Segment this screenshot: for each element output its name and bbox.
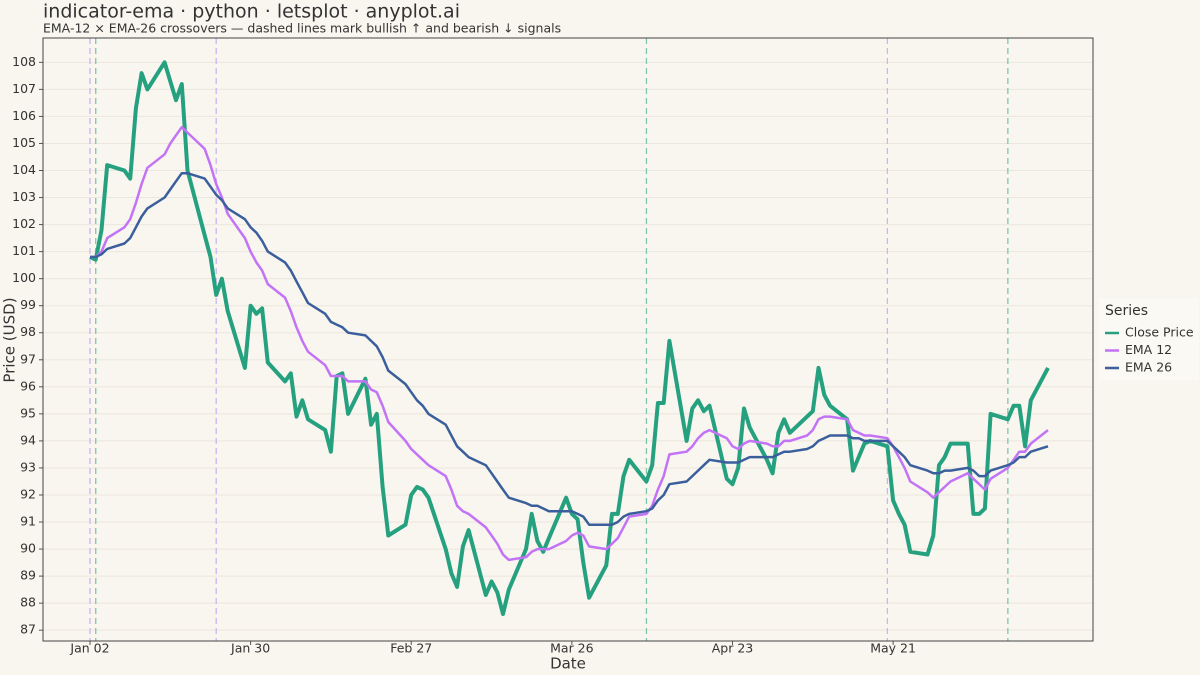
x-tick-label: Feb 27	[390, 641, 432, 656]
y-tick-label: 89	[20, 568, 36, 583]
y-tick-label: 103	[12, 189, 36, 204]
x-tick-label: May 21	[870, 641, 916, 656]
x-tick-label: Apr 23	[712, 641, 754, 656]
y-tick-label: 99	[20, 297, 36, 312]
y-tick-label: 100	[12, 270, 36, 285]
y-tick-label: 97	[20, 351, 36, 366]
x-tick-label: Jan 30	[230, 641, 270, 656]
legend-box	[1099, 298, 1199, 380]
x-axis-label: Date	[550, 655, 586, 673]
y-tick-label: 91	[20, 514, 36, 529]
y-tick-label: 108	[12, 54, 36, 69]
plot-border	[42, 37, 1094, 642]
y-tick-label: 87	[20, 622, 36, 637]
y-tick-label: 101	[12, 243, 36, 258]
x-tick-label: Mar 26	[550, 641, 594, 656]
y-tick-label: 96	[20, 378, 36, 393]
plot-area	[43, 38, 1093, 641]
series-line	[89, 60, 1050, 616]
y-tick-label: 90	[20, 541, 36, 556]
legend-label: EMA 12	[1125, 342, 1172, 357]
y-axis-label: Price (USD)	[1, 297, 19, 382]
legend-title: Series	[1105, 303, 1148, 319]
chart-subtitle: EMA-12 × EMA-26 crossovers — dashed line…	[43, 21, 561, 36]
legend-label: EMA 26	[1125, 360, 1172, 375]
series-line	[90, 125, 1049, 562]
y-tick-label: 92	[20, 486, 36, 501]
y-tick-label: 106	[12, 108, 36, 123]
series-line	[90, 171, 1049, 526]
chart-title: indicator-ema · python · letsplot · anyp…	[43, 1, 460, 23]
y-tick-label: 93	[20, 459, 36, 474]
y-tick-label: 107	[12, 81, 36, 96]
x-tick-label: Jan 02	[69, 641, 109, 656]
y-tick-label: 105	[12, 135, 36, 150]
y-tick-label: 104	[12, 162, 36, 177]
y-tick-label: 98	[20, 324, 36, 339]
y-tick-label: 95	[20, 405, 36, 420]
legend-label: Close Price	[1125, 325, 1194, 340]
y-tick-label: 94	[20, 432, 36, 447]
y-tick-label: 102	[12, 216, 36, 231]
y-tick-label: 88	[20, 595, 36, 610]
